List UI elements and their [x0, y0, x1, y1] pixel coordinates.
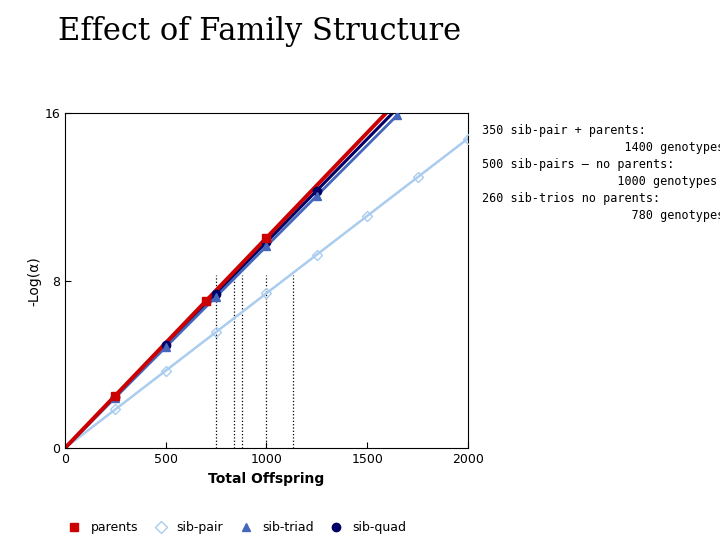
Y-axis label: -Log(α): -Log(α)	[27, 256, 42, 306]
Legend: parents, sib-pair, sib-triad, sib-quad: parents, sib-pair, sib-triad, sib-quad	[62, 522, 407, 535]
X-axis label: Total Offspring: Total Offspring	[208, 471, 325, 485]
Text: 350 sib-pair + parents:
                    1400 genotypes
500 sib-pairs – no pa: 350 sib-pair + parents: 1400 genotypes 5…	[482, 124, 720, 222]
Text: Effect of Family Structure: Effect of Family Structure	[58, 16, 461, 47]
